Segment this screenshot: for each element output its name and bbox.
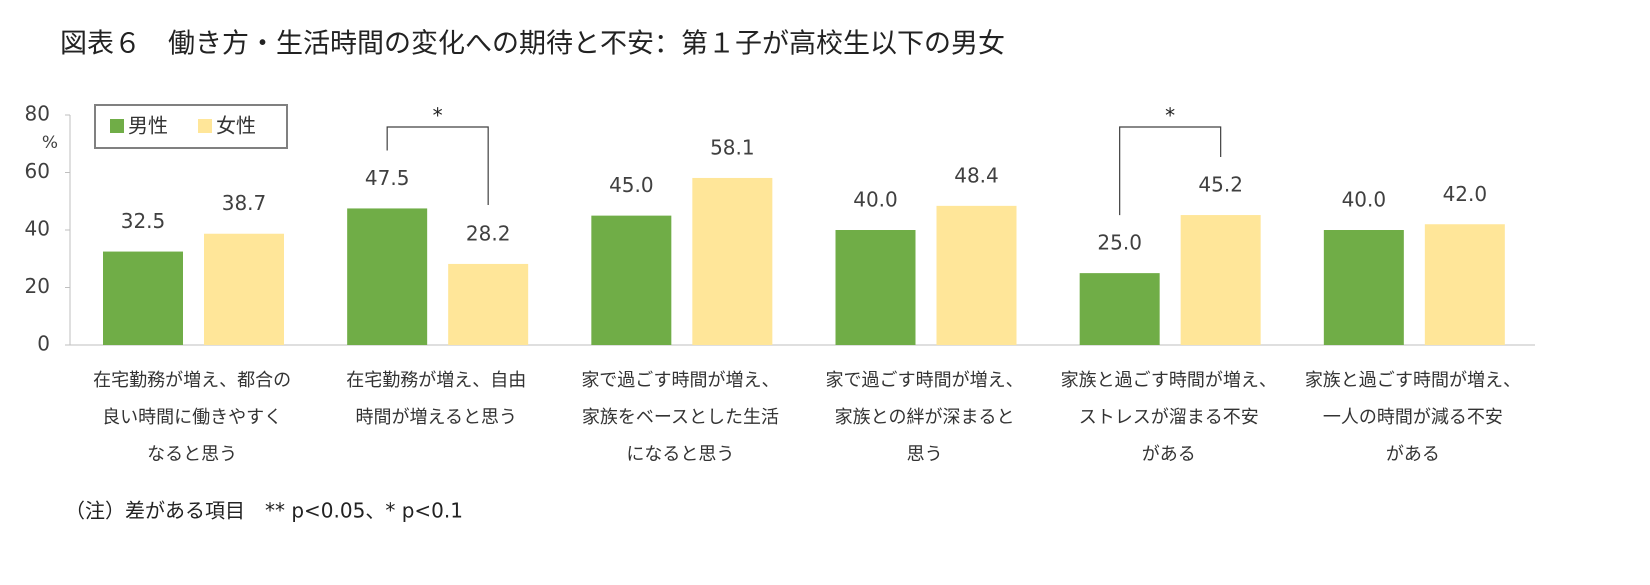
x-tick-label: 在宅勤務が増え、自由 <box>346 370 526 391</box>
x-tick-label: 時間が増えると思う <box>356 407 517 428</box>
value-label: 40.0 <box>853 188 898 212</box>
value-label: 40.0 <box>1342 188 1387 212</box>
bar <box>1180 215 1261 345</box>
significance-bracket <box>386 126 489 205</box>
legend-swatch <box>110 119 124 133</box>
value-label: 48.4 <box>954 163 999 187</box>
value-label: 47.5 <box>365 166 410 190</box>
x-tick-label: 家族と過ごす時間が増え、 <box>1061 370 1277 391</box>
bar <box>692 177 773 345</box>
significance-bracket <box>1119 126 1222 216</box>
x-tick-label: 在宅勤務が増え、都合の <box>93 370 291 391</box>
note: （注）差がある項目 ** p<0.05、* p<0.1 <box>65 499 463 523</box>
x-tick-label: になると思う <box>626 444 734 465</box>
x-tick-label: がある <box>1386 444 1440 465</box>
value-label: 58.1 <box>710 135 755 159</box>
value-label: 32.5 <box>121 209 166 233</box>
bar <box>936 205 1017 345</box>
significance-label: * <box>1165 104 1175 128</box>
bar <box>591 215 672 345</box>
value-label: 38.7 <box>222 191 267 215</box>
y-tick-label: 40 <box>25 217 50 241</box>
bar <box>204 233 284 345</box>
x-tick-label: 家で過ごす時間が増え、 <box>581 370 779 391</box>
y-tick-label: 60 <box>25 159 50 183</box>
x-tick-label: 良い時間に働きやすく <box>102 407 282 428</box>
significance-label: * <box>433 104 443 128</box>
x-tick-label: 一人の時間が減る不安 <box>1323 407 1503 428</box>
x-tick-label: 家族との絆が深まると <box>835 407 1015 428</box>
x-tick-label: 家族をベースとした生活 <box>582 407 779 428</box>
x-tick-label: がある <box>1142 444 1196 465</box>
legend-label: 女性 <box>216 114 256 138</box>
y-unit: % <box>42 133 58 153</box>
bar <box>1079 273 1160 345</box>
bar <box>1424 224 1505 345</box>
bar <box>347 208 428 345</box>
x-tick-label: なると思う <box>147 444 237 465</box>
legend-swatch <box>198 119 212 133</box>
value-label: 45.2 <box>1198 173 1243 197</box>
value-label: 45.0 <box>609 173 654 197</box>
bar <box>1323 230 1404 345</box>
value-label: 25.0 <box>1097 231 1142 255</box>
value-label: 28.2 <box>466 221 511 245</box>
x-tick-label: 家で過ごす時間が増え、 <box>825 370 1023 391</box>
bar <box>448 263 529 345</box>
y-tick-label: 20 <box>25 274 50 298</box>
value-label: 42.0 <box>1443 182 1488 206</box>
x-tick-label: 家族と過ごす時間が増え、 <box>1305 370 1521 391</box>
x-tick-label: ストレスが溜まる不安 <box>1079 407 1259 428</box>
legend-label: 男性 <box>128 114 168 138</box>
x-tick-label: 思う <box>907 444 943 465</box>
bar <box>835 230 916 345</box>
legend-box <box>94 104 288 149</box>
y-tick-label: 80 <box>25 102 50 126</box>
y-tick-label: 0 <box>37 332 50 356</box>
bar <box>103 251 183 345</box>
chart-title: 図表６ 働き方・生活時間の変化への期待と不安：第１子が高校生以下の男女 <box>60 29 1005 60</box>
